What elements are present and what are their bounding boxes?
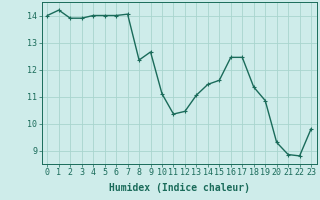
X-axis label: Humidex (Indice chaleur): Humidex (Indice chaleur) bbox=[109, 183, 250, 193]
